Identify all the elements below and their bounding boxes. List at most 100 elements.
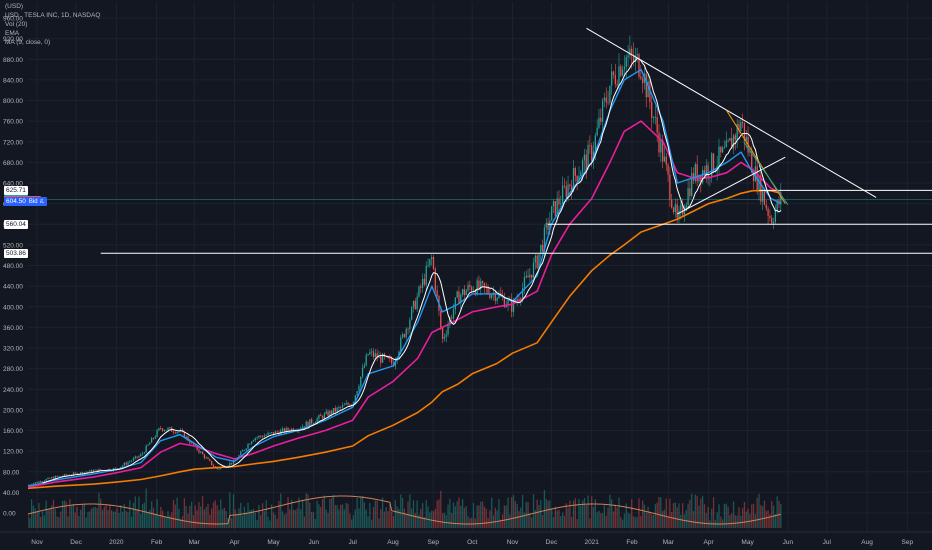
volume-bar — [294, 510, 296, 528]
volume-bar — [636, 516, 638, 528]
y-tick-label: 40.00 — [3, 490, 20, 497]
volume-bar — [463, 507, 466, 528]
candle-body — [581, 160, 584, 173]
volume-bar — [469, 518, 471, 528]
volume-bar — [451, 513, 453, 528]
volume-bar — [101, 509, 104, 528]
volume-bar — [396, 506, 398, 528]
volume-bar — [303, 516, 306, 528]
candle-body — [569, 184, 571, 186]
candle-body — [571, 185, 573, 192]
candle-body — [441, 327, 444, 339]
volume-bar — [731, 513, 733, 528]
volume-bar — [400, 494, 402, 528]
candle-body — [194, 444, 196, 446]
x-tick-label: Sep — [427, 539, 439, 546]
candle-body — [440, 310, 442, 328]
y-tick-label: 720.00 — [3, 139, 23, 146]
y-tick-label: 920.00 — [3, 36, 23, 43]
volume-bar — [107, 509, 109, 528]
volume-bar — [756, 497, 758, 528]
indicator-ema[interactable]: EMA — [5, 30, 20, 37]
trend-lines — [28, 27, 932, 254]
candle-body — [551, 206, 553, 221]
volume-bar — [398, 508, 400, 528]
volume-bar — [498, 499, 500, 528]
candle-body — [701, 170, 704, 183]
candle-body — [767, 208, 769, 216]
candle-body — [780, 192, 782, 205]
volume-bar — [461, 499, 464, 528]
volume-bar — [372, 507, 375, 528]
candle-body — [320, 415, 322, 417]
volume-bar — [138, 496, 140, 528]
candle-body — [580, 172, 582, 177]
volume-bar — [601, 513, 604, 528]
y-tick-label: 640.00 — [3, 181, 23, 188]
volume-bar — [358, 508, 360, 528]
symbol-title[interactable]: TESLA INC, 1D, NASDAQ — [24, 12, 101, 19]
volume-bar — [689, 499, 691, 528]
volume-bar — [591, 496, 593, 528]
volume-bar — [374, 500, 376, 528]
volume-bar — [178, 508, 180, 528]
volume-bar — [505, 505, 507, 528]
volume-bar — [534, 509, 536, 528]
candle-body — [129, 461, 131, 463]
volume-bar — [609, 494, 611, 528]
candle-body — [151, 437, 153, 443]
volume-bar — [456, 501, 458, 528]
volume-bar — [740, 515, 742, 528]
volume-bar — [318, 504, 320, 528]
volume-bar — [112, 511, 115, 528]
candle-body — [423, 278, 426, 285]
candle-body — [694, 164, 696, 181]
volume-bar — [692, 511, 695, 528]
candle-body — [460, 294, 462, 304]
volume-bar — [274, 514, 276, 528]
volume-bar — [169, 515, 171, 528]
candle-body — [40, 481, 42, 483]
volume-bar — [438, 499, 440, 528]
indicator-ma[interactable]: MA (9, close, 0) — [5, 39, 51, 46]
candle-body — [56, 475, 58, 477]
candle-body — [400, 337, 402, 352]
volume-bar — [478, 505, 480, 528]
candle-body — [303, 426, 306, 428]
ema-fast-line — [27, 68, 782, 487]
candle-body — [700, 174, 702, 183]
volume-bar — [96, 508, 98, 528]
x-tick-label: Sep — [902, 539, 914, 546]
volume-bar — [263, 511, 266, 528]
candle-body — [718, 146, 720, 166]
volume-bar — [38, 502, 40, 528]
volume-bar — [567, 508, 569, 528]
candle-body — [691, 173, 693, 197]
indicator-volume[interactable]: Vol (20) — [5, 21, 28, 28]
volume-bar — [243, 506, 246, 528]
price-axis: 960.00 920.00 880.00 840.00 800.00 760.00 720.… — [0, 0, 28, 550]
volume-bar — [660, 497, 662, 528]
y-tick-label: 800.00 — [3, 98, 23, 105]
candle-body — [258, 435, 260, 438]
candle-body — [772, 221, 775, 224]
candle-body — [560, 203, 562, 205]
price-tag-value: 625.71 — [6, 186, 26, 194]
candle-body — [427, 265, 429, 267]
candle-body — [547, 222, 549, 230]
candle-body — [178, 431, 180, 433]
candle-body — [140, 454, 142, 457]
candle-body — [354, 395, 356, 403]
volume-bar — [729, 515, 731, 528]
volume-bar — [618, 497, 620, 528]
candle-body — [572, 167, 575, 192]
candle-body — [641, 78, 644, 84]
candle-body — [636, 54, 638, 56]
volume-bar — [651, 514, 653, 528]
volume-bar — [681, 503, 684, 528]
candle-body — [669, 174, 671, 200]
candle-body — [558, 198, 560, 205]
volume-bar — [725, 503, 727, 528]
volume-bar — [369, 502, 371, 528]
